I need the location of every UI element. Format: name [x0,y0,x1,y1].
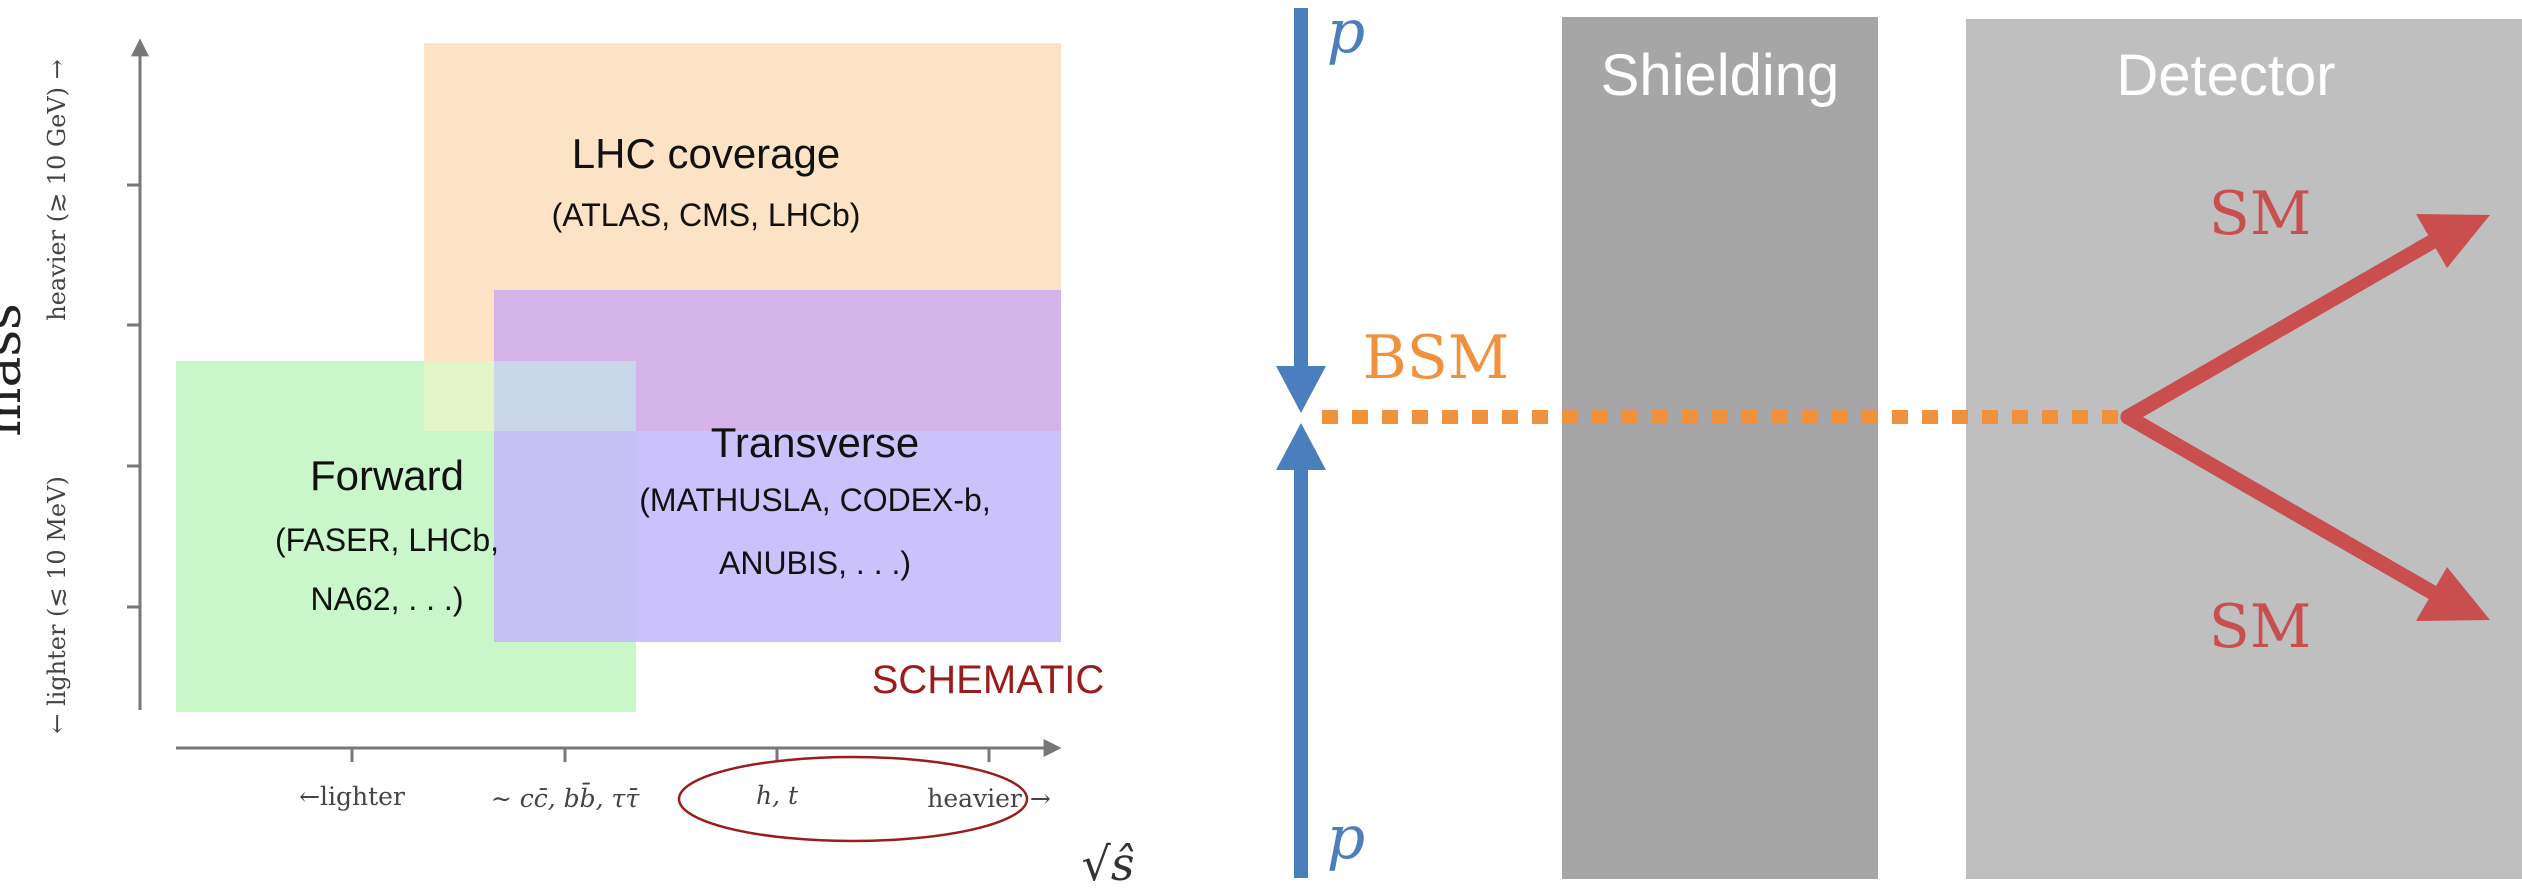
lhc-coverage-experiments: (ATLAS, CMS, LHCb) [552,197,861,233]
sm-lower-trajectory [2120,409,2450,606]
sm-upper-trajectory [2120,228,2450,425]
forward-experiments-line2: NA62, . . .) [311,581,464,617]
y-axis-lower-label: ← lighter (≲ 10 MeV) [43,476,71,734]
schematic-label: SCHEMATIC [872,658,1105,702]
shielding-label: Shielding [1601,43,1840,108]
shielding-block [1562,17,1878,879]
x-tick-heavier: heavier → [927,784,1051,813]
detector-block [1966,19,2522,879]
sm-upper-arrowhead [2416,214,2490,268]
sm-upper-label: SM [2209,179,2312,249]
lhc-forward-overlap [424,361,494,431]
forward-experiments-line1: (FASER, LHCb, [275,522,499,558]
beam-label-top: p [1327,0,1365,67]
x-axis-ticks [350,748,991,762]
detector-layout: Shielding Detector p p BSM SM SM [1276,0,2522,879]
sm-lower-label: SM [2209,592,2312,662]
lhc-coverage-title: LHC coverage [572,130,840,177]
sm-lower-arrowhead [2416,567,2490,621]
beam-label-bottom: p [1327,803,1365,873]
transverse-title: Transverse [711,419,920,466]
x-tick-light-quarks: ∼ cc̄, bb̄, ττ̄ [491,784,641,813]
y-axis-upper-label: heavier (≳ 10 GeV) → [43,59,71,321]
heavy-region-ellipse [677,755,1029,843]
coverage-diagram: mass heavier (≳ 10 GeV) → ← lighter (≲ 1… [0,38,1135,891]
beam-arrow-down [1276,366,1326,413]
detector-label: Detector [2116,43,2335,108]
x-tick-h-t: h, t [756,781,799,810]
bsm-label: BSM [1363,323,1510,393]
beam-line-top [1294,8,1308,368]
transverse-experiments-line1: (MATHUSLA, CODEX-b, [639,482,990,518]
x-axis-symbol: √ŝ [1082,837,1135,891]
transverse-experiments-line2: ANUBIS, . . .) [719,545,911,581]
x-tick-lighter: ←lighter [299,782,405,811]
beam-line-bottom [1294,468,1308,878]
y-axis-ticks [127,183,140,609]
y-axis-title: mass [0,303,33,437]
triple-overlap [494,361,636,431]
forward-title: Forward [310,452,464,499]
beam-arrow-up [1276,423,1326,470]
